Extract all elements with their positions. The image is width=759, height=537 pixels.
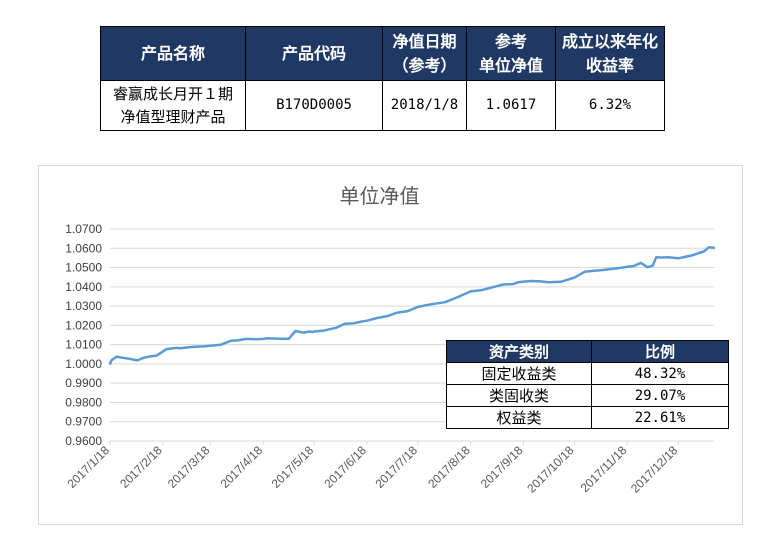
y-tick-label: 0.9800 — [65, 395, 102, 409]
header-ref-nav: 参考 单位净值 — [466, 26, 556, 81]
header-product-name-label: 产品名称 — [140, 43, 205, 63]
x-tick-label: 2017/8/18 — [425, 443, 473, 491]
y-tick-label: 0.9600 — [65, 434, 102, 448]
alloc-row: 固定收益类 48.32% — [446, 362, 729, 385]
y-tick-label: 1.0400 — [65, 280, 102, 294]
alloc-category: 固定收益类 — [446, 362, 592, 385]
alloc-header-category: 资产类别 — [446, 340, 592, 363]
x-tick-label: 2017/11/18 — [578, 443, 630, 495]
y-tick-label: 1.0600 — [65, 241, 102, 255]
y-tick-label: 1.0500 — [65, 261, 102, 275]
header-product-name: 产品名称 — [100, 26, 246, 81]
y-tick-label: 0.9700 — [65, 415, 102, 429]
x-tick-label: 2017/9/18 — [478, 443, 526, 491]
header-annual-return-label: 成立以来年化 收益率 — [561, 31, 658, 75]
series-layer — [108, 246, 716, 365]
header-ref-nav-label: 参考 单位净值 — [478, 31, 543, 75]
product-info-table: 产品名称 产品代码 净值日期 （参考） 参考 单位净值 成立以来年化 收益率 睿… — [100, 26, 665, 131]
alloc-header-ratio: 比例 — [591, 340, 729, 363]
product-code: B170D0005 — [276, 97, 352, 113]
x-tick-label: 2017/2/18 — [117, 443, 165, 491]
x-tick-label: 2017/3/18 — [165, 443, 213, 491]
product-code-cell: B170D0005 — [245, 80, 383, 131]
alloc-ratio: 29.07% — [591, 384, 729, 407]
alloc-row: 类固收类 29.07% — [446, 384, 729, 407]
header-nav-date-label: 净值日期 （参考） — [392, 31, 457, 75]
y-tick-label: 1.0100 — [65, 338, 102, 352]
x-tick-label: 2017/12/18 — [628, 443, 681, 496]
y-tick-label: 1.0300 — [65, 299, 102, 313]
chart-title: 单位净值 — [339, 184, 420, 208]
ref-nav-cell: 1.0617 — [466, 80, 556, 131]
nav-date-cell: 2018/1/8 — [382, 80, 467, 131]
nav-date: 2018/1/8 — [390, 97, 459, 113]
alloc-ratio: 48.32% — [591, 362, 729, 385]
x-tick-label: 2017/4/18 — [218, 443, 266, 491]
alloc-category: 类固收类 — [446, 384, 592, 407]
x-axis-ticks: 2017/1/18 2017/2/18 2017/3/18 2017/4/18 2017… — [64, 441, 681, 496]
x-tick-label: 2017/7/18 — [372, 443, 420, 491]
chart-frame — [38, 165, 743, 525]
asset-allocation-table: 资产类别 比例 固定收益类 48.32% 类固收类 29.07% 权益类 22.… — [446, 340, 729, 429]
nav-series-line — [108, 246, 716, 365]
alloc-header-row: 资产类别 比例 — [446, 340, 729, 363]
product-table-header-row: 产品名称 产品代码 净值日期 （参考） 参考 单位净值 成立以来年化 收益率 — [100, 26, 665, 81]
y-tick-label: 0.9900 — [65, 376, 102, 390]
ref-nav: 1.0617 — [485, 97, 537, 113]
x-tick-label: 2017/6/18 — [321, 443, 369, 491]
alloc-row: 权益类 22.61% — [446, 406, 729, 429]
header-product-code-label: 产品代码 — [281, 43, 346, 63]
alloc-ratio: 22.61% — [591, 406, 729, 429]
product-name: 睿赢成长月开１期 净值型理财产品 — [112, 84, 233, 126]
y-axis-ticks: 1.0700 1.0600 1.0500 1.0400 1.0300 1.0200 1.01… — [65, 222, 102, 448]
annual-return-cell: 6.32% — [555, 80, 665, 131]
header-annual-return: 成立以来年化 收益率 — [555, 26, 665, 81]
y-tick-label: 1.0200 — [65, 318, 102, 332]
alloc-category: 权益类 — [446, 406, 592, 429]
y-tick-label: 1.0700 — [65, 222, 102, 236]
x-tick-label: 2017/1/18 — [64, 443, 112, 491]
x-tick-label: 2017/5/18 — [269, 443, 317, 491]
product-table-row: 睿赢成长月开１期 净值型理财产品 B170D0005 2018/1/8 1.06… — [100, 80, 665, 131]
product-name-cell: 睿赢成长月开１期 净值型理财产品 — [100, 80, 246, 131]
annual-return: 6.32% — [588, 97, 632, 113]
x-tick-label: 2017/10/18 — [524, 443, 577, 496]
y-tick-label: 1.0000 — [65, 357, 102, 371]
